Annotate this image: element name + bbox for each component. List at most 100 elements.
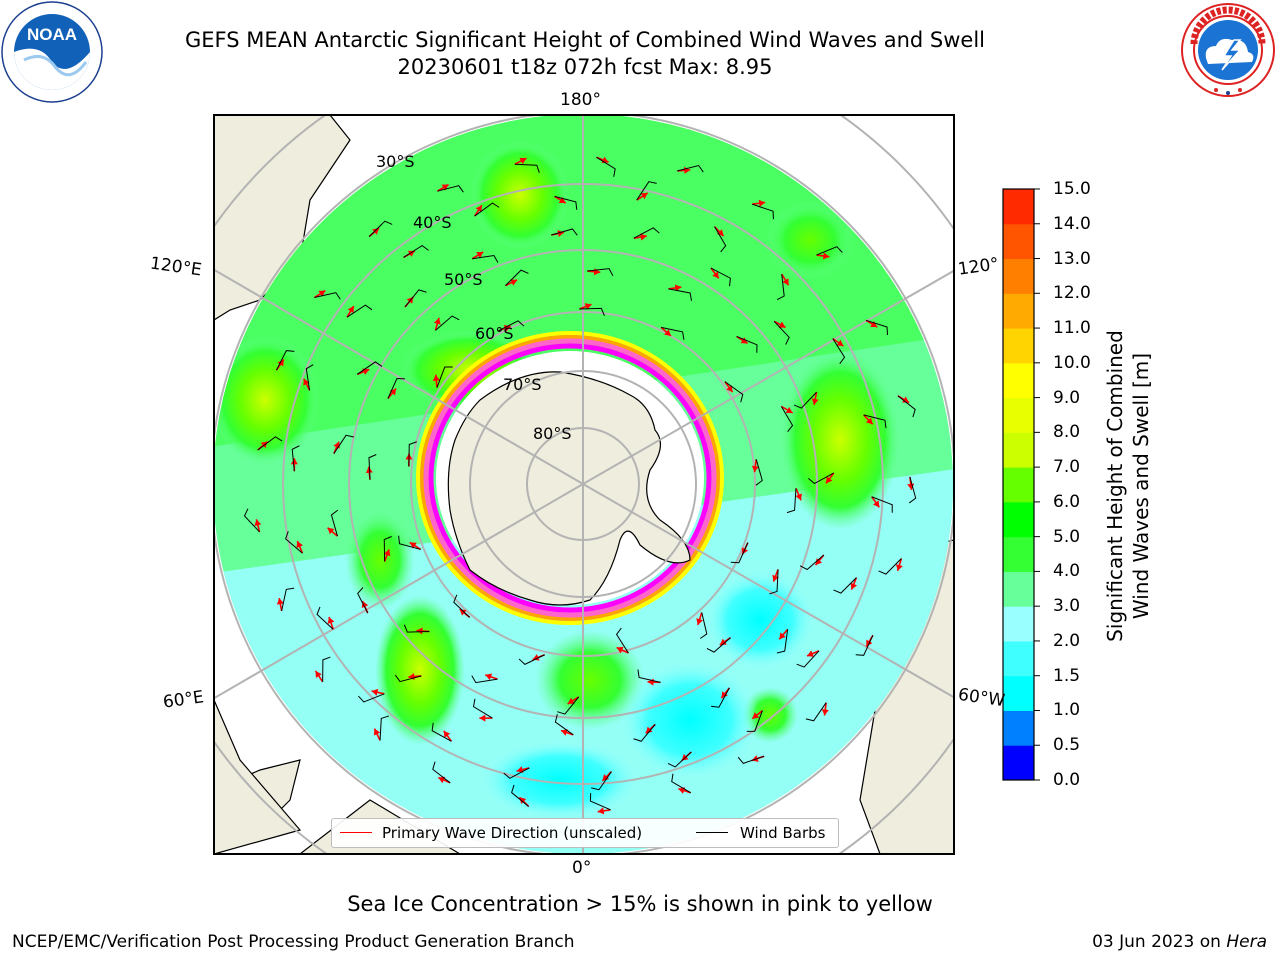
colorbar-label-line2: Wind Waves and Swell [m] xyxy=(1129,352,1153,620)
wave-direction-arrowhead xyxy=(597,807,605,815)
colorbar-tick-label: 12.0 xyxy=(1053,283,1091,304)
wind-barb xyxy=(699,612,708,639)
wave-direction-arrowhead xyxy=(372,228,380,235)
wind-barb xyxy=(257,436,283,451)
wind-barb xyxy=(816,246,843,256)
wind-barb xyxy=(796,650,820,668)
wind-barb xyxy=(503,767,530,779)
wind-barb xyxy=(432,761,451,784)
footer-credit: NCEP/EMC/Verification Post Processing Pr… xyxy=(12,932,575,952)
wave-direction-arrowhead xyxy=(896,564,903,571)
wave-direction-arrowhead xyxy=(303,378,310,386)
colorbar-tick-label: 0.5 xyxy=(1053,735,1081,756)
wind-barb xyxy=(855,635,874,656)
wind-barb xyxy=(710,267,731,287)
colorbar xyxy=(1003,188,1040,781)
wave-direction-arrowhead xyxy=(807,650,814,657)
wind-barb xyxy=(394,674,422,683)
wind-barb xyxy=(579,307,605,316)
wind-barb xyxy=(863,414,887,429)
colorbar-tick-label: 10.0 xyxy=(1053,352,1091,373)
colorbar-segment xyxy=(1003,293,1034,329)
wave-direction-arrowhead xyxy=(441,184,449,191)
wave-direction-arrowhead xyxy=(721,691,728,699)
colorbar-tick-label: 13.0 xyxy=(1053,248,1091,269)
colorbar-tick-label: 2.0 xyxy=(1053,630,1081,651)
wind-barb xyxy=(660,326,685,340)
footer-date-text: 03 Jun 2023 on xyxy=(1092,932,1221,952)
wave-direction-arrowhead xyxy=(782,278,789,286)
wind-barb xyxy=(368,454,377,480)
wave-direction-arrowhead xyxy=(532,654,540,661)
wave-direction-arrowhead xyxy=(712,271,719,279)
wind-barb xyxy=(714,226,727,253)
wind-barb xyxy=(357,587,369,614)
colorbar-tick-label: 0.0 xyxy=(1053,770,1081,790)
wind-barb xyxy=(511,784,529,807)
wind-barb xyxy=(706,637,731,653)
colorbar-tick-label: 3.0 xyxy=(1053,596,1081,617)
wind-barb xyxy=(316,606,334,630)
nws-logo xyxy=(1181,3,1275,97)
colorbar-tick-label: 7.0 xyxy=(1053,457,1081,478)
colorbar-segment xyxy=(1003,328,1034,364)
colorbar-segment xyxy=(1003,432,1034,468)
wind-barb xyxy=(285,531,303,554)
wave-direction-arrowhead xyxy=(645,726,653,734)
wind-barb xyxy=(773,320,790,345)
lat-label-60s: 60°S xyxy=(475,324,514,343)
wind-barb xyxy=(346,304,373,318)
wind-barb xyxy=(505,269,529,286)
wave-direction-arrowhead xyxy=(475,205,482,213)
wind-barb xyxy=(387,377,405,399)
wind-barb xyxy=(832,338,846,364)
wind-barb xyxy=(356,361,383,375)
wave-direction-arrowhead xyxy=(696,618,703,625)
wave-direction-arrowhead xyxy=(778,321,786,328)
wave-direction-arrowhead xyxy=(485,673,493,681)
wind-barb xyxy=(453,594,471,618)
wave-direction-arrowhead xyxy=(674,284,682,292)
wind-barb xyxy=(333,434,354,454)
wave-direction-arrowhead xyxy=(296,541,303,548)
wind-barb xyxy=(275,350,295,371)
map-frame xyxy=(213,114,955,855)
wind-barb xyxy=(730,542,749,564)
wind-barb xyxy=(314,292,341,300)
wind-barb xyxy=(474,202,500,217)
wave-direction-arrowhead xyxy=(558,196,566,204)
wave-direction-arrowhead xyxy=(432,374,440,381)
wave-direction-arrowhead xyxy=(567,697,575,704)
sea-ice-note: Sea Ice Concentration > 15% is shown in … xyxy=(347,892,933,916)
wind-barbs xyxy=(243,156,917,811)
noaa-logo-text: NOAA xyxy=(27,25,77,44)
wind-barb xyxy=(737,755,765,764)
wave-direction-arrowhead xyxy=(751,465,759,473)
wave-direction-arrowhead xyxy=(616,646,624,654)
wave-direction-arrowhead xyxy=(561,729,568,736)
wind-barb xyxy=(379,715,390,741)
colorbar-segment xyxy=(1003,606,1034,642)
wave-direction-arrowhead xyxy=(443,730,451,738)
wave-direction-arrowhead xyxy=(347,306,354,313)
wind-barb xyxy=(591,771,612,791)
wind-barb xyxy=(403,624,430,633)
colorbar-segment xyxy=(1003,536,1034,572)
wind-barb xyxy=(865,319,889,336)
colorbar-segment xyxy=(1003,640,1034,677)
legend-barb-swatch xyxy=(696,832,728,833)
wave-direction-arrowhead xyxy=(719,638,727,645)
wave-direction-arrowhead xyxy=(640,233,647,241)
wave-direction-arrowhead xyxy=(822,252,830,260)
wave-direction-arrowhead xyxy=(407,250,415,257)
colorbar-tick-label: 6.0 xyxy=(1053,491,1081,512)
wind-barb xyxy=(736,335,758,353)
wind-barb xyxy=(551,228,578,236)
wind-barb xyxy=(398,535,421,550)
wind-barb xyxy=(724,381,744,403)
wave-direction-arrowhead xyxy=(815,558,823,566)
wave-direction-arrowhead xyxy=(740,337,748,344)
noaa-logo: NOAA xyxy=(1,1,103,103)
wind-barb xyxy=(671,773,691,794)
